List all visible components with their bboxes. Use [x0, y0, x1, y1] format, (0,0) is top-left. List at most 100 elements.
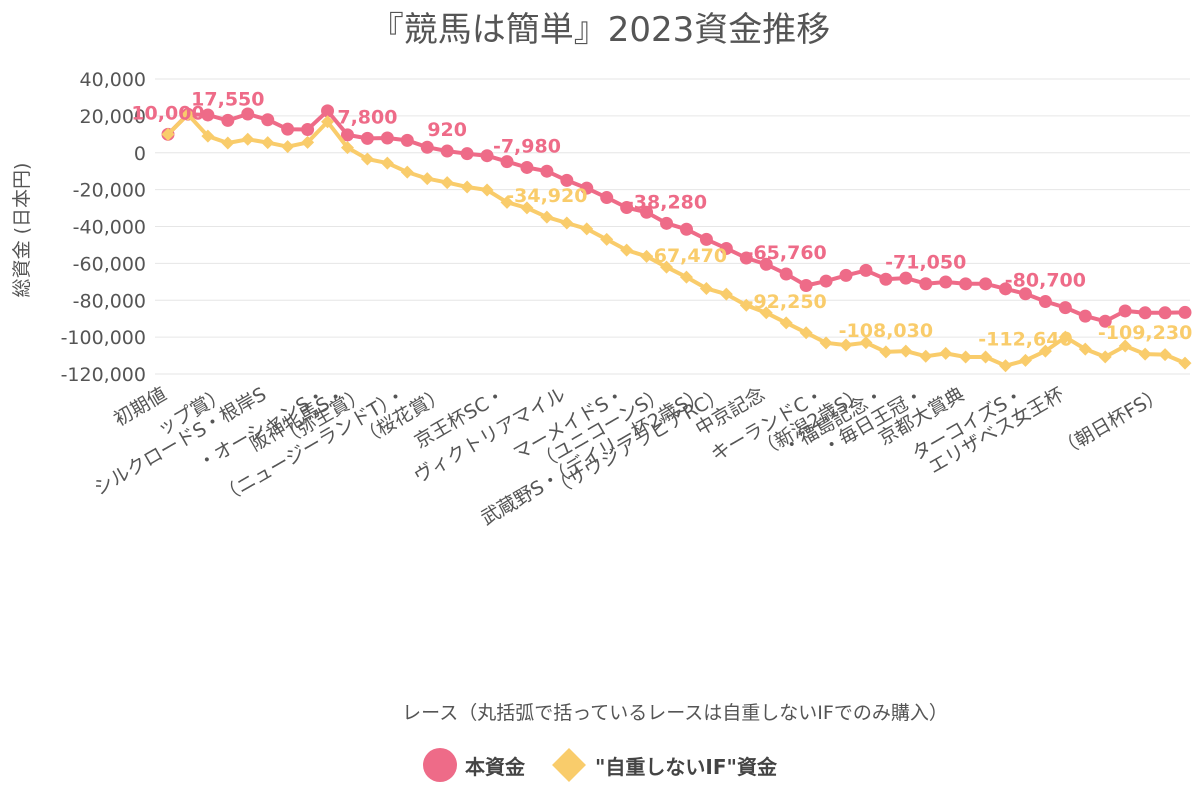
data-point [859, 336, 873, 350]
data-point [939, 346, 953, 360]
y-tick-label: -20,000 [73, 180, 146, 202]
data-point [799, 279, 813, 292]
data-point [540, 164, 554, 178]
data-point [719, 241, 733, 255]
y-tick-label: -80,000 [73, 290, 146, 312]
data-point [440, 144, 454, 158]
data-point [1178, 305, 1192, 319]
grid-layer [155, 78, 1190, 375]
data-point [281, 140, 295, 154]
series-layer [161, 104, 1192, 373]
data-point [999, 282, 1013, 296]
data-point [440, 176, 454, 190]
data-label: -34,920 [506, 185, 587, 207]
data-point [420, 140, 434, 154]
y-tick-label: -100,000 [61, 327, 146, 349]
data-label: -7,980 [493, 135, 561, 157]
legend-diamond-icon [552, 748, 586, 782]
data-point [759, 257, 773, 271]
data-point [1078, 309, 1092, 323]
data-point [241, 132, 255, 146]
data-point [580, 222, 594, 236]
data-point [799, 326, 813, 340]
data-label: -71,050 [885, 252, 966, 274]
data-point [979, 277, 993, 291]
data-point [819, 274, 833, 288]
data-point [360, 152, 374, 166]
data-point [739, 251, 753, 265]
data-point [1138, 306, 1152, 320]
data-label: -108,030 [839, 320, 933, 342]
data-point [959, 277, 973, 291]
data-point [221, 113, 235, 127]
data-point [839, 268, 853, 282]
data-point [460, 147, 474, 161]
line-chart: 40,000 20,000 0 -20,000 -40,000 -60,000 -80,00… [11, 69, 1192, 530]
legend-item-main[interactable]: 本資金 [423, 748, 525, 782]
data-point [919, 277, 933, 291]
legend-item-if[interactable]: "自重しないIF"資金 [551, 748, 777, 782]
data-point [500, 155, 514, 169]
data-point [1038, 344, 1052, 358]
data-point [400, 165, 414, 179]
data-point [739, 298, 753, 312]
chart-title: 『競馬は簡単』2023資金推移 [369, 10, 831, 50]
data-point [161, 127, 175, 141]
series-line [166, 108, 1186, 324]
data-point [301, 135, 315, 149]
data-label: -80,700 [1005, 270, 1086, 292]
x-tick-label: （朝日杯FS） [1055, 383, 1168, 461]
y-tick-label: -40,000 [73, 217, 146, 239]
data-point [201, 108, 215, 122]
data-point [520, 201, 534, 215]
data-point [281, 122, 295, 136]
legend-label-if: "自重しないIF"資金 [595, 754, 777, 779]
data-point [340, 128, 354, 142]
data-point [1018, 353, 1032, 367]
data-point [1178, 356, 1192, 370]
data-point [560, 173, 574, 187]
data-point [679, 222, 693, 236]
data-point [221, 136, 235, 150]
data-point [600, 191, 614, 205]
data-point [660, 260, 674, 274]
data-label: -67,470 [646, 245, 727, 267]
data-point [520, 160, 534, 174]
data-label: -112,640 [978, 328, 1072, 350]
y-tick-label: -60,000 [73, 253, 146, 275]
data-point [839, 338, 853, 352]
data-label: -65,760 [746, 242, 827, 264]
data-point [1018, 287, 1032, 301]
y-axis-ticks: 40,000 20,000 0 -20,000 -40,000 -60,000 -80,00… [61, 69, 146, 386]
data-point [660, 216, 674, 230]
data-point [719, 287, 733, 301]
data-point [919, 349, 933, 363]
data-point [959, 350, 973, 364]
data-point [779, 267, 793, 281]
data-point [679, 270, 693, 284]
data-point [1158, 348, 1172, 362]
data-point [400, 133, 414, 147]
data-point [879, 345, 893, 359]
legend: 本資金 "自重しないIF"資金 [0, 748, 1200, 782]
data-label: 17,550 [191, 88, 264, 110]
y-tick-label: -120,000 [61, 364, 146, 386]
data-point [480, 149, 494, 163]
data-point [261, 136, 275, 150]
data-point [301, 123, 315, 137]
data-point [321, 115, 335, 129]
data-point [620, 243, 634, 257]
y-tick-label: 40,000 [80, 69, 146, 91]
data-point [879, 272, 893, 286]
data-point [1098, 314, 1112, 328]
data-point [500, 195, 514, 209]
data-point [340, 141, 354, 155]
data-point [640, 205, 654, 219]
data-point [1118, 339, 1132, 353]
data-point [480, 183, 494, 197]
data-point [1098, 350, 1112, 364]
legend-label-main: 本資金 [465, 754, 526, 779]
data-point [899, 271, 913, 285]
y-tick-label: 0 [134, 143, 146, 165]
